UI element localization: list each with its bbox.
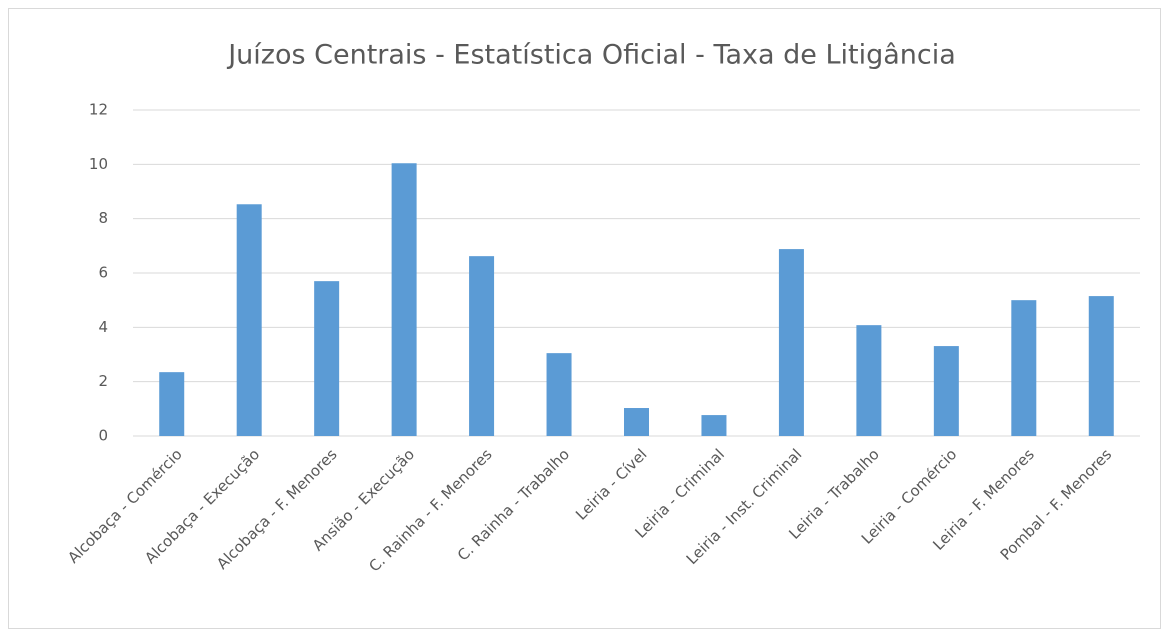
- bar: [778, 249, 804, 436]
- bar: [469, 256, 495, 436]
- bar: [933, 346, 959, 436]
- bar: [856, 325, 882, 436]
- bar: [159, 372, 185, 436]
- y-tick-label: 10: [89, 155, 108, 173]
- bar: [391, 163, 417, 436]
- y-tick-label: 8: [98, 209, 108, 227]
- y-tick-label: 12: [89, 101, 108, 119]
- bar: [624, 408, 649, 436]
- bar: [701, 415, 727, 436]
- chart-title: Juízos Centrais - Estatística Oficial - …: [226, 40, 956, 71]
- bar: [1088, 296, 1114, 436]
- bar: [546, 353, 572, 436]
- y-tick-label: 0: [98, 427, 108, 445]
- y-tick-label: 2: [98, 372, 108, 390]
- y-tick-label: 4: [98, 318, 108, 336]
- chart-frame: [8, 8, 1161, 629]
- bar: [1011, 300, 1037, 436]
- bar: [314, 281, 340, 436]
- bar: [236, 204, 262, 436]
- y-tick-label: 6: [98, 264, 108, 282]
